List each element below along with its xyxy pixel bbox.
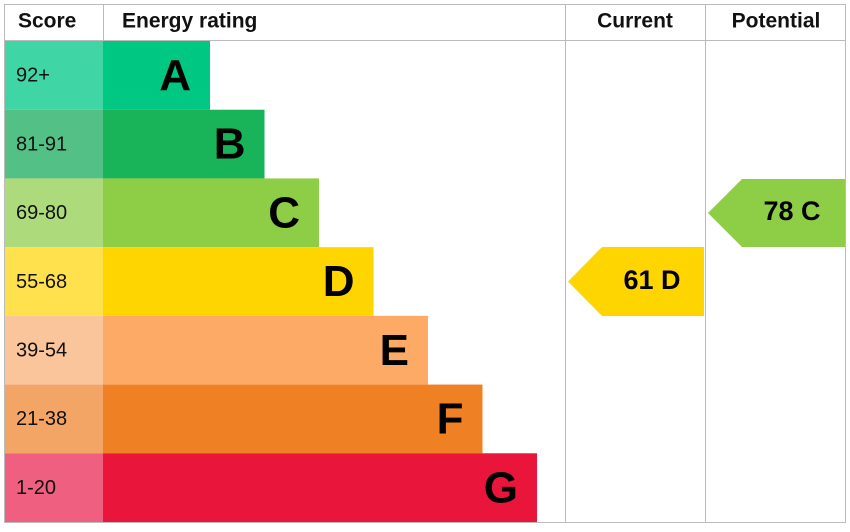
rating-bar	[103, 109, 265, 179]
score-cell	[5, 453, 103, 522]
score-cell	[5, 41, 103, 110]
score-range: 55-68	[16, 271, 67, 293]
score-range: 1-20	[16, 477, 56, 499]
score-cell	[5, 247, 103, 316]
score-cell	[5, 178, 103, 248]
potential-arrow	[708, 179, 845, 247]
header-energy-rating: Energy rating	[122, 10, 257, 33]
rating-bar	[103, 453, 537, 522]
rating-bar	[103, 178, 319, 248]
score-range: 92+	[16, 65, 50, 87]
score-range: 21-38	[16, 408, 67, 430]
current-arrow	[568, 247, 704, 316]
rating-bar	[103, 41, 210, 110]
potential-rating: 78 C	[763, 196, 820, 226]
rating-bar	[103, 384, 483, 454]
rating-letter: F	[437, 395, 464, 444]
score-cell	[5, 384, 103, 454]
score-range: 81-91	[16, 133, 67, 155]
score-range: 69-80	[16, 202, 67, 224]
header-current: Current	[597, 10, 673, 33]
rating-letter: E	[380, 326, 409, 375]
score-cell	[5, 109, 103, 179]
rating-bar	[103, 315, 428, 385]
rating-letter: D	[323, 257, 355, 306]
rating-bar	[103, 247, 374, 316]
rating-letter: C	[268, 188, 300, 237]
score-cell	[5, 315, 103, 385]
header-potential: Potential	[732, 10, 821, 33]
rating-letter: G	[484, 463, 518, 512]
header-score: Score	[18, 10, 76, 33]
rating-letter: B	[214, 120, 246, 169]
score-range: 39-54	[16, 339, 67, 361]
column-lines	[4, 4, 846, 523]
rating-letter: A	[159, 51, 191, 100]
current-rating: 61 D	[623, 265, 680, 295]
